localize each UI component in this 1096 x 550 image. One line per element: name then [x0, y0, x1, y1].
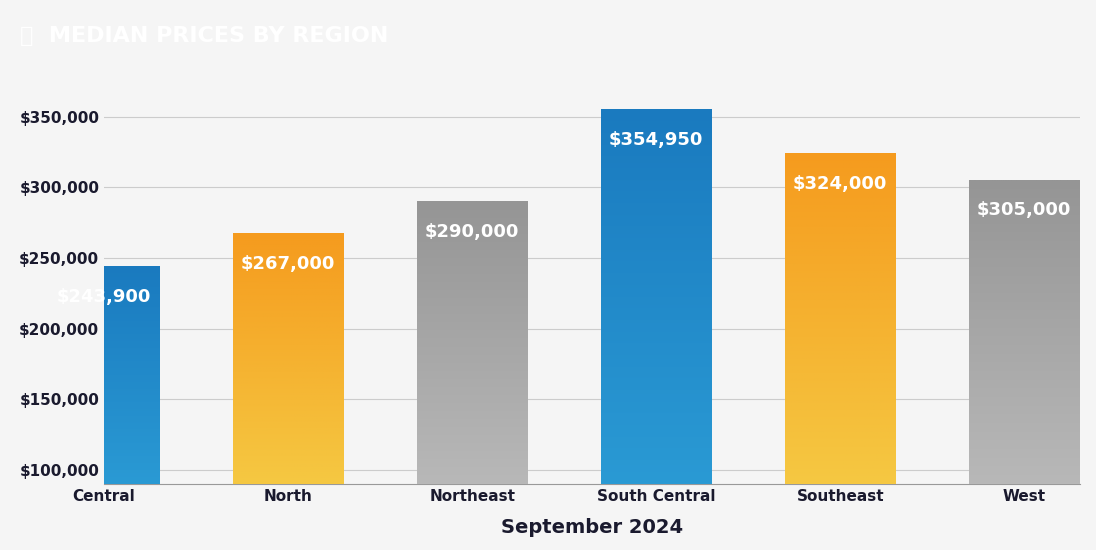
X-axis label: September 2024: September 2024	[501, 518, 683, 537]
Text: 🏠  MEDIAN PRICES BY REGION: 🏠 MEDIAN PRICES BY REGION	[20, 26, 388, 46]
Text: $267,000: $267,000	[240, 255, 334, 273]
Text: $305,000: $305,000	[977, 201, 1071, 219]
Text: $243,900: $243,900	[56, 288, 150, 306]
Text: $324,000: $324,000	[792, 174, 887, 192]
Text: $290,000: $290,000	[424, 223, 518, 240]
Text: $354,950: $354,950	[608, 131, 703, 149]
